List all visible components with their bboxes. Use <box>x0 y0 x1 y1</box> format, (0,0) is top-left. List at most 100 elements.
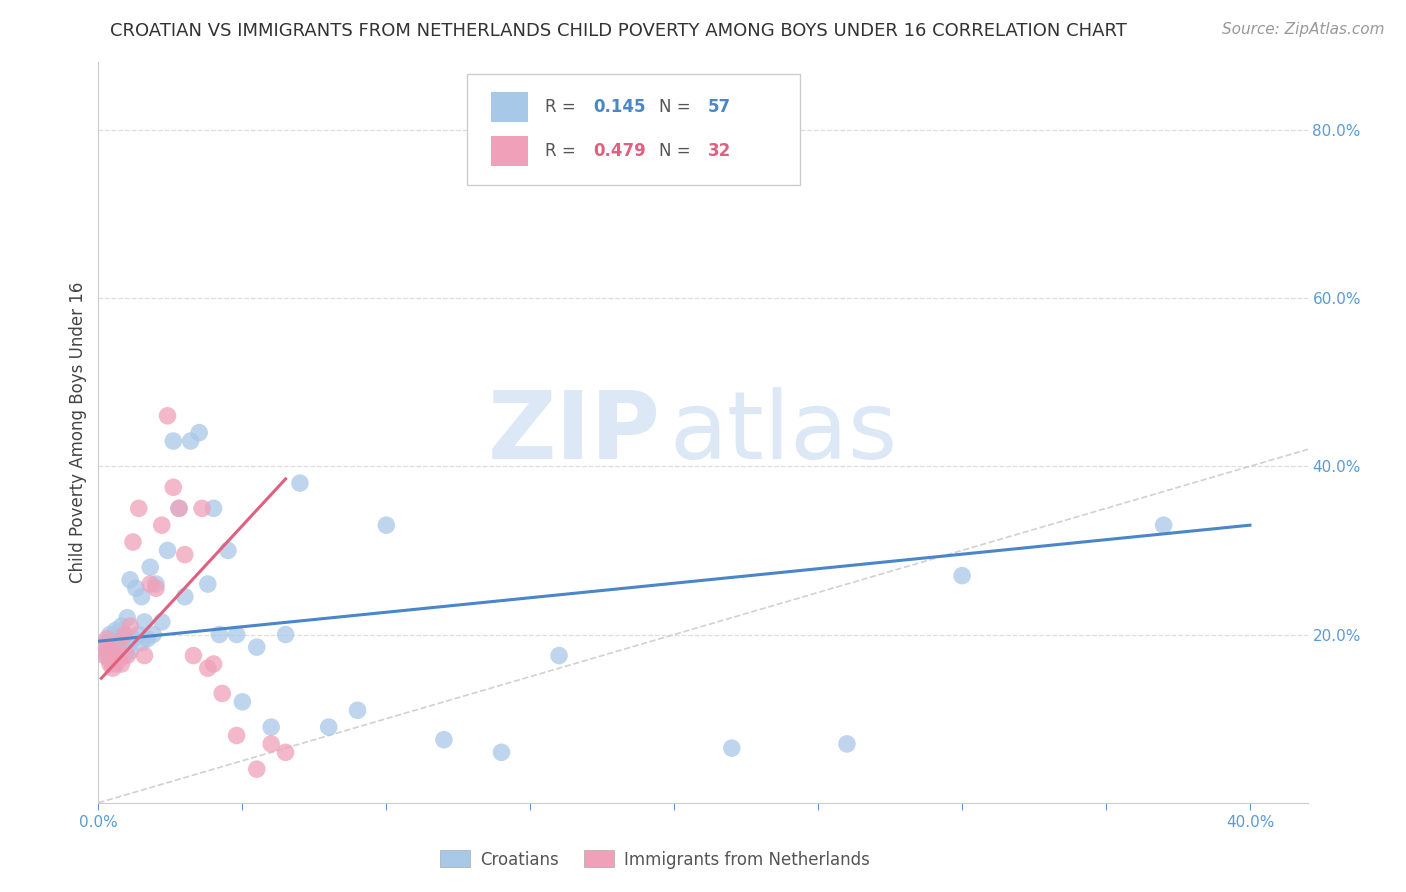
Point <box>246 640 269 655</box>
Point <box>101 640 124 655</box>
Point <box>202 657 225 671</box>
Point <box>120 644 142 658</box>
Point <box>115 640 138 655</box>
Text: 0.145: 0.145 <box>593 98 645 116</box>
Point <box>197 577 219 591</box>
Point <box>98 644 121 658</box>
Point <box>93 636 115 650</box>
Point <box>120 573 142 587</box>
Text: 57: 57 <box>707 98 731 116</box>
Point <box>288 476 311 491</box>
Point <box>1153 518 1175 533</box>
Point <box>145 577 167 591</box>
Point <box>134 615 156 629</box>
Point <box>720 741 742 756</box>
Point <box>274 627 297 641</box>
Point <box>139 560 162 574</box>
Point <box>246 762 269 776</box>
Point <box>101 661 124 675</box>
Text: atlas: atlas <box>669 386 897 479</box>
Point <box>197 661 219 675</box>
Point <box>145 581 167 595</box>
Point <box>110 619 132 633</box>
Point <box>107 644 129 658</box>
Point <box>548 648 571 663</box>
Point <box>131 590 153 604</box>
Point <box>107 653 129 667</box>
Point <box>104 657 127 671</box>
Point <box>96 644 118 658</box>
Point <box>134 648 156 663</box>
FancyBboxPatch shape <box>467 73 800 185</box>
Point <box>125 581 148 595</box>
Point <box>167 501 190 516</box>
Point <box>128 501 150 516</box>
Point <box>433 732 456 747</box>
Point <box>90 640 112 655</box>
Point <box>191 501 214 516</box>
Point <box>274 745 297 759</box>
Point <box>346 703 368 717</box>
Point <box>96 648 118 663</box>
Point <box>150 518 173 533</box>
FancyBboxPatch shape <box>492 92 527 121</box>
Text: R =: R = <box>544 98 581 116</box>
Point <box>112 648 135 663</box>
Point <box>131 636 153 650</box>
Legend: Croatians, Immigrants from Netherlands: Croatians, Immigrants from Netherlands <box>440 850 869 869</box>
Point <box>188 425 211 440</box>
Point <box>156 409 179 423</box>
Point <box>183 648 205 663</box>
Point <box>98 657 121 671</box>
Point <box>115 610 138 624</box>
Point <box>110 636 132 650</box>
Point <box>104 648 127 663</box>
Point <box>318 720 340 734</box>
Point <box>211 686 233 700</box>
Text: ZIP: ZIP <box>488 386 661 479</box>
Point <box>180 434 202 448</box>
FancyBboxPatch shape <box>492 136 527 166</box>
Point <box>93 648 115 663</box>
Point <box>107 636 129 650</box>
Point <box>101 648 124 663</box>
Point <box>104 624 127 638</box>
Point <box>162 480 184 494</box>
Point <box>96 632 118 646</box>
Point <box>120 619 142 633</box>
Point <box>375 518 398 533</box>
Point <box>217 543 239 558</box>
Point <box>173 548 195 562</box>
Text: CROATIAN VS IMMIGRANTS FROM NETHERLANDS CHILD POVERTY AMONG BOYS UNDER 16 CORREL: CROATIAN VS IMMIGRANTS FROM NETHERLANDS … <box>110 22 1128 40</box>
Point <box>173 590 195 604</box>
Point <box>167 501 190 516</box>
Point <box>950 568 973 582</box>
Point <box>260 720 283 734</box>
Point <box>128 627 150 641</box>
Text: 32: 32 <box>707 143 731 161</box>
Point <box>115 648 138 663</box>
Point <box>491 745 513 759</box>
Point <box>150 615 173 629</box>
Text: 0.479: 0.479 <box>593 143 645 161</box>
Text: Source: ZipAtlas.com: Source: ZipAtlas.com <box>1222 22 1385 37</box>
Point <box>225 627 247 641</box>
Point <box>122 535 145 549</box>
Point <box>162 434 184 448</box>
Point <box>98 653 121 667</box>
Point <box>112 627 135 641</box>
Y-axis label: Child Poverty Among Boys Under 16: Child Poverty Among Boys Under 16 <box>69 282 87 583</box>
Point <box>139 577 162 591</box>
Text: R =: R = <box>544 143 581 161</box>
Point <box>142 627 165 641</box>
Text: N =: N = <box>659 143 696 161</box>
Point <box>835 737 858 751</box>
Point <box>112 627 135 641</box>
Text: N =: N = <box>659 98 696 116</box>
Point <box>225 729 247 743</box>
Point <box>231 695 253 709</box>
Point <box>202 501 225 516</box>
Point <box>156 543 179 558</box>
Point <box>208 627 231 641</box>
Point <box>110 657 132 671</box>
